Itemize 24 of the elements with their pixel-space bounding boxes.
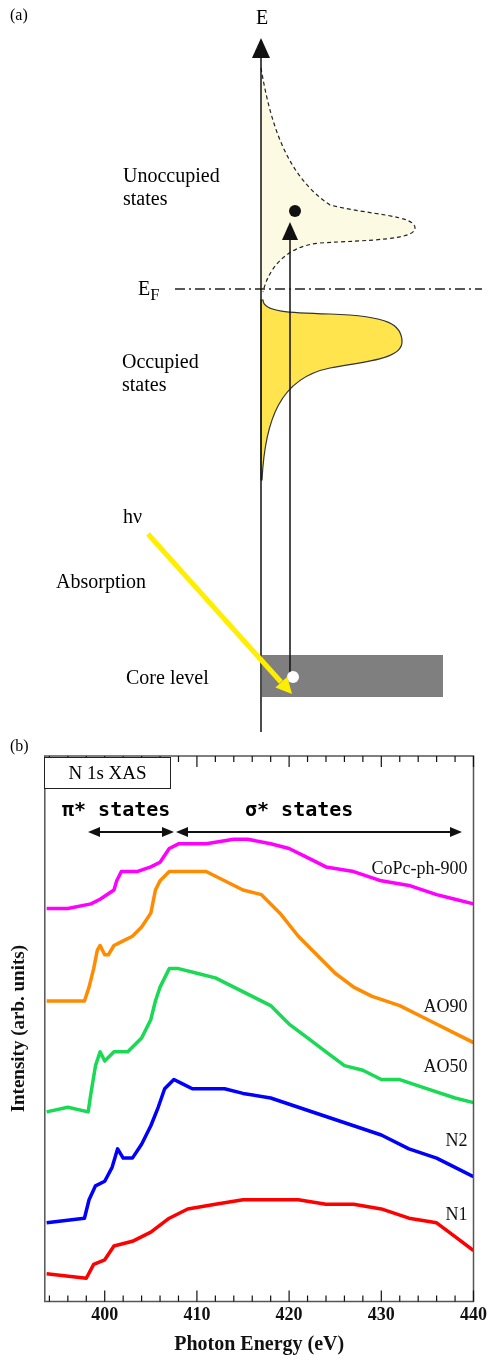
text: Absorption <box>56 570 146 593</box>
text: σ* states <box>245 797 354 821</box>
text: E$_{F}$ <box>138 277 160 305</box>
text: E <box>254 6 270 29</box>
text: N 1s XAS <box>44 757 171 789</box>
series-label: N2 <box>445 1130 468 1151</box>
chart-title: (b) <box>10 737 29 755</box>
text: Core level <box>126 666 209 689</box>
y-axis-title: Intensity (arb. units) <box>7 945 30 1113</box>
series-label: N1 <box>445 1204 468 1225</box>
text: π* states <box>62 797 171 821</box>
text: Occupied states <box>122 350 200 396</box>
x-tick-label: 420 <box>275 1303 303 1324</box>
x-tick-label: 440 <box>460 1303 487 1324</box>
series-label: CoPc-ph-900 <box>371 857 468 878</box>
x-tick-label: 430 <box>367 1303 395 1324</box>
series-label: AO90 <box>423 996 468 1017</box>
text: Unoccupied states <box>123 164 221 210</box>
x-tick-label: 410 <box>183 1303 211 1324</box>
series-label: AO50 <box>423 1056 468 1077</box>
text: hν <box>123 505 143 528</box>
text: (a) <box>10 6 28 24</box>
x-axis-title: Photon Energy (eV) <box>174 1332 345 1356</box>
x-tick-label: 400 <box>91 1303 119 1324</box>
